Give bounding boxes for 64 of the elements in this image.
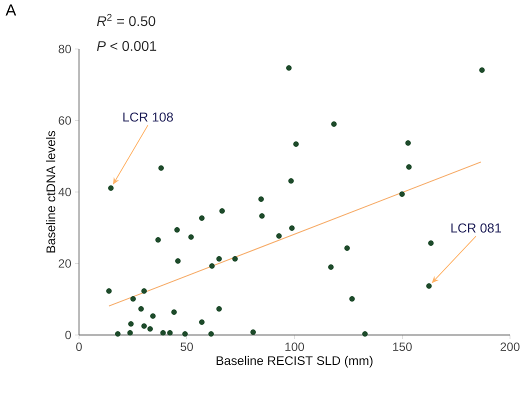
annotation: P < 0.001: [96, 41, 156, 51]
point: [128, 321, 134, 327]
point: [150, 313, 156, 319]
point: [259, 213, 265, 219]
point: [147, 326, 153, 332]
point: [428, 240, 434, 246]
point: [362, 331, 368, 337]
point: [160, 330, 166, 336]
y-tick-label: 40: [58, 188, 72, 196]
point: [158, 165, 164, 171]
x-tick-label: 0: [76, 342, 82, 352]
point: [199, 319, 205, 325]
point: [171, 309, 177, 315]
point: [258, 196, 264, 202]
point: [182, 331, 188, 337]
point: [406, 164, 412, 170]
x-tick-label: 200: [500, 342, 520, 352]
point: [219, 208, 225, 214]
x-tick-label: 150: [393, 342, 412, 352]
point: [155, 237, 161, 243]
point: [216, 256, 222, 262]
point: [138, 306, 144, 312]
point: [216, 306, 222, 312]
point: [331, 121, 337, 127]
point: [286, 65, 292, 71]
point: [127, 330, 133, 336]
point: [288, 178, 294, 184]
point: [426, 283, 432, 289]
point: [479, 67, 485, 73]
point: [293, 141, 299, 147]
point: [167, 330, 173, 336]
annotation: LCR 081: [451, 223, 501, 233]
point: [106, 288, 112, 294]
point: [199, 215, 205, 221]
point: [114, 331, 121, 337]
point: [405, 140, 411, 146]
point: [141, 288, 147, 294]
y-tick-label: 20: [58, 259, 72, 268]
point: [175, 258, 181, 264]
point: [399, 191, 405, 197]
point: [174, 227, 180, 233]
point: [344, 245, 350, 251]
point: [349, 296, 355, 302]
point: [250, 329, 256, 335]
point: [209, 263, 215, 269]
annotation: LCR 108: [123, 112, 173, 122]
point: [208, 331, 214, 337]
point: [276, 233, 282, 239]
point: [188, 234, 194, 240]
chart-title: A: [6, 4, 16, 16]
y-tick-label: 60: [58, 116, 72, 125]
y-tick-label: 0: [65, 330, 72, 340]
point: [232, 256, 238, 262]
y-axis-title: Baseline ctDNA levels: [46, 130, 56, 252]
point: [108, 185, 114, 191]
x-tick-label: 100: [285, 342, 304, 352]
y-tick-label: 80: [58, 44, 72, 54]
x-axis-title: Baseline RECIST SLD (mm): [216, 356, 373, 368]
point: [141, 323, 147, 329]
x-tick-label: 50: [180, 342, 193, 352]
point: [289, 225, 295, 231]
point: [130, 296, 136, 302]
point: [328, 264, 334, 270]
text: R$^{2}$ = 0.50: [96, 14, 156, 26]
